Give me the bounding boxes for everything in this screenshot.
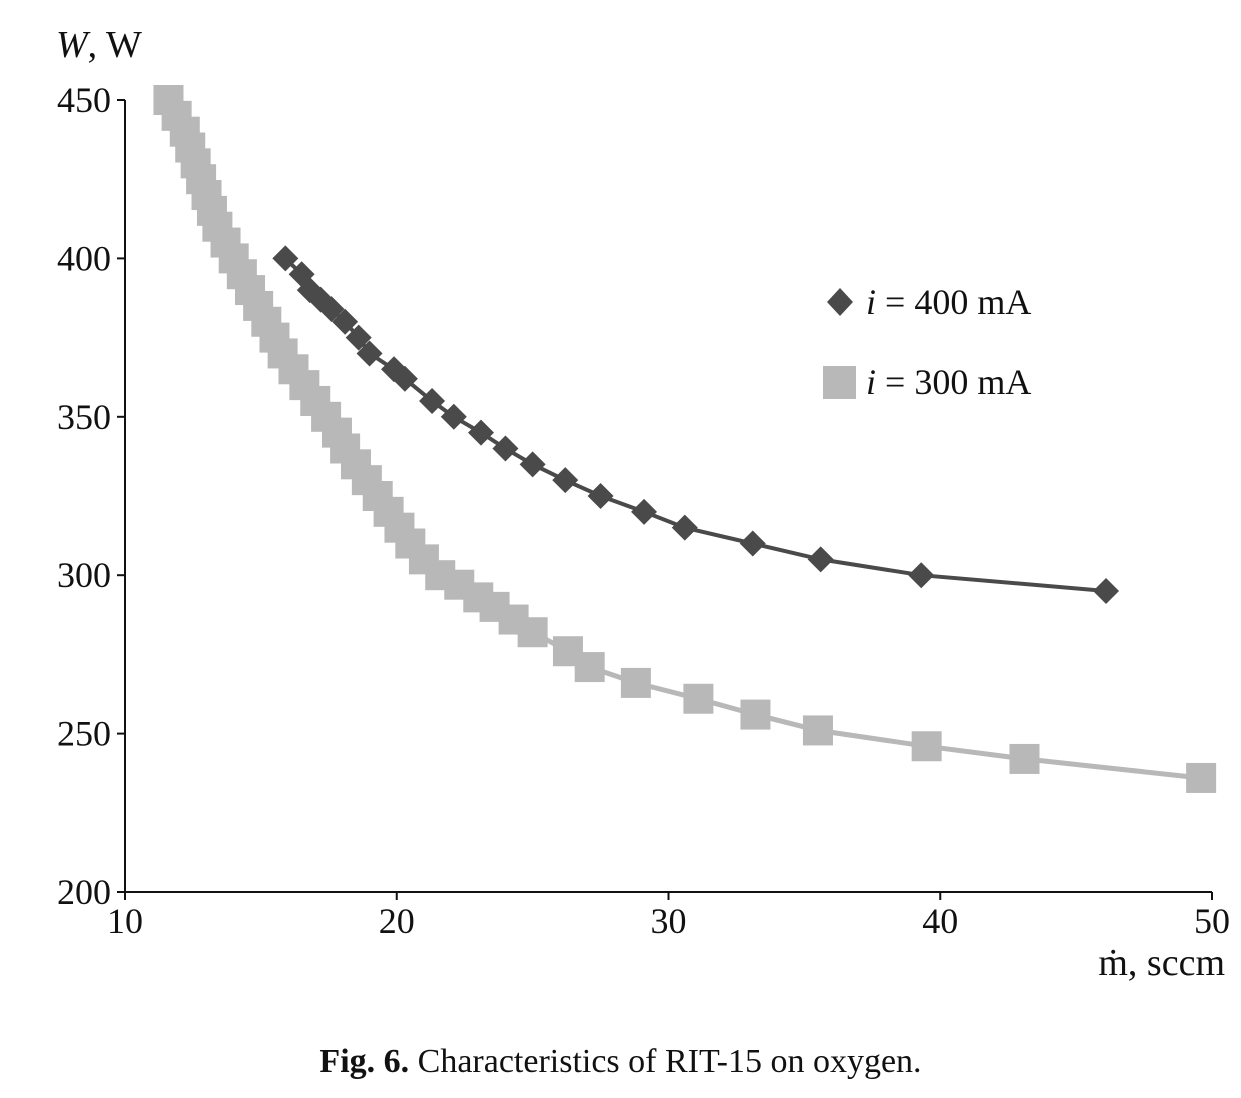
y-tick-label: 450: [57, 80, 111, 120]
x-tick-label: 30: [651, 901, 687, 941]
x-axis-title-var: ṁ: [1098, 942, 1128, 984]
data-point: [391, 365, 418, 392]
legend-label-300: i = 300 mA: [866, 362, 1031, 402]
legend: i = 400 mA i = 300 mA: [823, 282, 1031, 402]
data-point: [492, 435, 519, 462]
figure-caption-text: Characteristics of RIT-15 on oxygen.: [417, 1043, 922, 1080]
data-point: [911, 731, 942, 762]
y-axis-title-unit: , W: [88, 24, 142, 66]
x-ticks: 10 20 30 40 50: [107, 892, 1230, 941]
x-tick-label: 50: [1194, 901, 1230, 941]
x-tick-label: 40: [922, 901, 958, 941]
data-point: [908, 562, 935, 589]
legend-label-400: i = 400 mA: [866, 282, 1031, 322]
legend-label-400-rest: = 400 mA: [876, 282, 1031, 322]
legend-marker-diamond-icon: [827, 288, 853, 316]
y-axis-title: W, W: [56, 24, 142, 66]
series-layer: [153, 85, 1217, 793]
data-point: [739, 530, 766, 557]
data-point: [272, 245, 299, 272]
x-axis-title-unit: , sccm: [1128, 942, 1225, 984]
data-point: [552, 467, 579, 494]
data-point: [671, 514, 698, 541]
data-point: [574, 652, 605, 683]
data-point: [467, 419, 494, 446]
figure-caption-label: Fig. 6.: [319, 1043, 410, 1080]
legend-label-300-var: i: [866, 362, 876, 402]
figure-caption: Fig. 6. Characteristics of RIT-15 on oxy…: [0, 1043, 1241, 1081]
plot-area: [124, 100, 1212, 893]
y-tick-label: 250: [57, 714, 111, 754]
data-point: [802, 715, 833, 746]
data-point: [356, 340, 383, 367]
data-point: [332, 308, 359, 335]
data-point: [631, 498, 658, 525]
legend-item-300: i = 300 mA: [823, 362, 1031, 402]
data-point: [345, 324, 372, 351]
x-tick-label: 10: [107, 901, 143, 941]
series-0: [272, 245, 1120, 605]
x-tick-label: 20: [379, 901, 415, 941]
data-point: [517, 617, 548, 648]
data-point: [1186, 762, 1217, 793]
y-ticks: 200 250 300 350 400 450: [57, 80, 125, 912]
legend-marker-square-icon: [823, 366, 856, 399]
series-1: [153, 85, 1217, 793]
y-tick-label: 300: [57, 555, 111, 595]
legend-label-300-rest: = 300 mA: [876, 362, 1031, 402]
y-tick-label: 400: [57, 238, 111, 278]
data-point: [440, 403, 467, 430]
legend-label-400-var: i: [866, 282, 876, 322]
data-point: [419, 387, 446, 414]
data-point: [683, 683, 714, 714]
x-axis-title: ṁ, sccm: [1098, 942, 1225, 984]
y-axis-title-var: W: [56, 24, 91, 66]
legend-item-400: i = 400 mA: [827, 282, 1031, 322]
y-tick-label: 350: [57, 397, 111, 437]
data-point: [519, 451, 546, 478]
data-point: [620, 667, 651, 698]
data-point: [1093, 578, 1120, 605]
y-tick-label: 200: [57, 872, 111, 912]
data-point: [740, 699, 771, 730]
data-point: [1009, 743, 1040, 774]
data-point: [587, 483, 614, 509]
data-point: [807, 546, 834, 573]
data-point: [318, 296, 345, 323]
